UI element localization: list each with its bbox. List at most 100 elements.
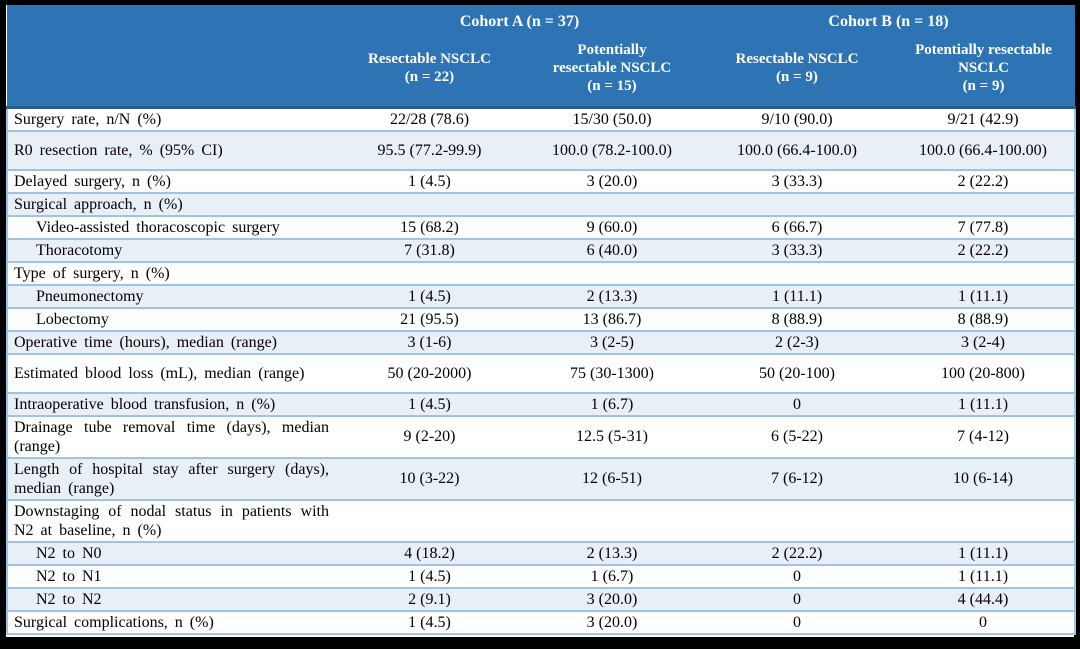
table-row: Estimated blood loss (mL), median (range… (6, 353, 1077, 393)
cell-value: 3 (2-4) (892, 330, 1077, 354)
column-header-resectable-b: Resectable NSCLC (n = 9) (702, 31, 892, 109)
row-label: Length of hospital stay after surgery (d… (6, 457, 337, 500)
row-label: Lobectomy (6, 307, 337, 331)
cell-value: 1 (11.1) (702, 284, 892, 308)
cell-value: 15 (68.2) (400, 218, 459, 236)
cell-value: 3 (33.3) (771, 172, 823, 190)
cell-value: 0 (793, 613, 801, 631)
cell-value: 7 (6-12) (702, 457, 892, 500)
cell-value: 100.0 (66.4-100.0) (702, 130, 892, 170)
column-header-potentially-resectable-b: Potentially resectable NSCLC (n = 9) (892, 31, 1076, 109)
cell-value: 0 (702, 392, 892, 416)
cell-value: 9 (2-20) (403, 428, 456, 445)
cell-value: 2 (22.2) (892, 169, 1077, 193)
cell-value: 7 (77.8) (892, 215, 1077, 239)
row-label: N2 to N1 (6, 564, 337, 588)
cell-value (522, 262, 702, 285)
row-label: Surgery rate, n/N (%) (6, 107, 337, 131)
cell-value: 0 (793, 567, 801, 585)
cell-value: 1 (6.7) (590, 567, 634, 585)
cell-value: 50 (20-100) (759, 364, 835, 382)
cell-value: 2 (22.2) (702, 541, 892, 565)
row-label: Thoracotomy (6, 238, 337, 262)
cell-value: 3 (20.0) (586, 172, 638, 190)
cell-value (702, 262, 892, 285)
cell-value: 3 (33.3) (702, 238, 892, 262)
row-label: Type of surgery, n (%) (6, 261, 337, 285)
cell-value: 9/21 (42.9) (892, 107, 1077, 131)
row-label: N2 to N2 (6, 587, 337, 611)
row-label: Pneumonectomy (6, 284, 337, 308)
column-header-resectable-a: Resectable NSCLC (n = 22) (337, 31, 522, 109)
row-label: Operative time (hours), median (range) (6, 330, 337, 354)
cell-value: 10 (6-14) (892, 457, 1077, 500)
cell-value: 50 (20-2000) (387, 364, 472, 382)
row-label: Surgical approach, n (%) (6, 192, 337, 216)
cell-value: 3 (20.0) (522, 587, 702, 611)
cell-value: 6 (66.7) (771, 218, 823, 236)
column-header-potentially-resectable-a: Potentially resectable NSCLC (n = 15) (522, 31, 702, 109)
corner-cell (7, 5, 337, 31)
cell-value: 1 (4.5) (408, 172, 451, 190)
row-label: Delayed surgery, n (%) (6, 169, 337, 193)
table-row: N2 to N2 2 (9.1) 3 (20.0) 0 4 (44.4) (6, 587, 1077, 611)
cell-value: 95.5 (77.2-99.9) (337, 130, 522, 170)
cell-value: 4 (44.4) (892, 587, 1077, 611)
cell-value: 3 (2-5) (522, 330, 702, 354)
cell-value: 75 (30-1300) (570, 364, 654, 382)
table-row: Surgical approach, n (%) (6, 192, 1077, 216)
cell-value: 2 (22.2) (892, 238, 1077, 262)
cell-value: 6 (40.0) (522, 238, 702, 262)
cell-value: 15/30 (50.0) (572, 110, 652, 128)
table-row: N2 to N0 4 (18.2) 2 (13.3) 2 (22.2) 1 (11.1) (6, 541, 1077, 565)
cell-value: 1 (11.1) (892, 284, 1077, 308)
cell-value: 2 (9.1) (337, 587, 522, 611)
table-body: Surgery rate, n/N (%) 22/28 (78.6) 15/30 (… (6, 107, 1077, 634)
cell-value: 2 (13.3) (522, 541, 702, 565)
table-row: Surgical complications, n (%) 1 (4.5) 3 (2… (6, 610, 1077, 634)
cell-value: 8 (88.9) (892, 307, 1077, 331)
cell-value (337, 262, 522, 285)
row-label: Intraoperative blood transfusion, n (%) (6, 392, 337, 416)
table-row: R0 resection rate, % (95% CI) 95.5 (77.2-… (6, 130, 1077, 170)
table-row: Length of hospital stay after surgery (d… (6, 457, 1077, 500)
cell-value: 1 (4.5) (337, 392, 522, 416)
row-label: R0 resection rate, % (95% CI) (6, 130, 337, 170)
cell-value: 1 (6.7) (522, 392, 702, 416)
table-row: Intraoperative blood transfusion, n (%) 1… (6, 392, 1077, 416)
table-row: Delayed surgery, n (%) 1 (4.5) 3 (20.0) 3 (… (6, 169, 1077, 193)
cell-value: 8 (88.9) (771, 310, 823, 328)
surgical-outcomes-table: Cohort A (n = 37) Cohort B (n = 18) Rese… (6, 5, 1077, 635)
table-row: N2 to N1 1 (4.5) 1 (6.7) 0 1 (11.1) (6, 564, 1077, 588)
table-row: Video-assisted thoracoscopic surgery 15 (… (6, 215, 1077, 239)
table-frame: Cohort A (n = 37) Cohort B (n = 18) Rese… (6, 5, 1077, 637)
cell-value: 0 (702, 587, 892, 611)
cell-value: 100.0 (66.4-100.00) (892, 130, 1077, 170)
table-row: Drainage tube removal time (days), media… (6, 415, 1077, 458)
subgroup-header-row: Resectable NSCLC (n = 22) Potentially re… (7, 31, 1076, 109)
table-row: Operative time (hours), median (range) 3 … (6, 330, 1077, 354)
row-label: Downstaging of nodal status in patients … (6, 499, 337, 542)
cell-value: 7 (31.8) (337, 238, 522, 262)
cell-value: 100.0 (78.2-100.0) (522, 130, 702, 170)
cell-value: 2 (2-3) (702, 330, 892, 354)
cell-value: 13 (86.7) (582, 310, 642, 328)
table-header: Cohort A (n = 37) Cohort B (n = 18) Rese… (7, 5, 1076, 109)
cell-value (702, 500, 892, 542)
cell-value: 3 (1-6) (337, 330, 522, 354)
cell-value: 10 (3-22) (337, 457, 522, 500)
cell-value: 3 (20.0) (586, 613, 638, 631)
cohort-b-header: Cohort B (n = 18) (702, 5, 1076, 31)
cell-value: 1 (11.1) (892, 564, 1077, 588)
cohort-header-row: Cohort A (n = 37) Cohort B (n = 18) (7, 5, 1076, 31)
row-label: Surgical complications, n (%) (6, 610, 337, 634)
table-row: Pneumonectomy 1 (4.5) 2 (13.3) 1 (11.1) 1 (1… (6, 284, 1077, 308)
cohort-a-header: Cohort A (n = 37) (337, 5, 702, 31)
cell-value: 1 (4.5) (408, 613, 451, 631)
cell-value: 7 (4-12) (892, 415, 1077, 458)
cell-value: 1 (4.5) (337, 284, 522, 308)
cell-value (702, 192, 892, 216)
cell-value (522, 192, 702, 216)
cell-value: 21 (95.5) (400, 310, 459, 328)
table-row: Lobectomy 21 (95.5) 13 (86.7) 8 (88.9) 8 (88… (6, 307, 1077, 331)
